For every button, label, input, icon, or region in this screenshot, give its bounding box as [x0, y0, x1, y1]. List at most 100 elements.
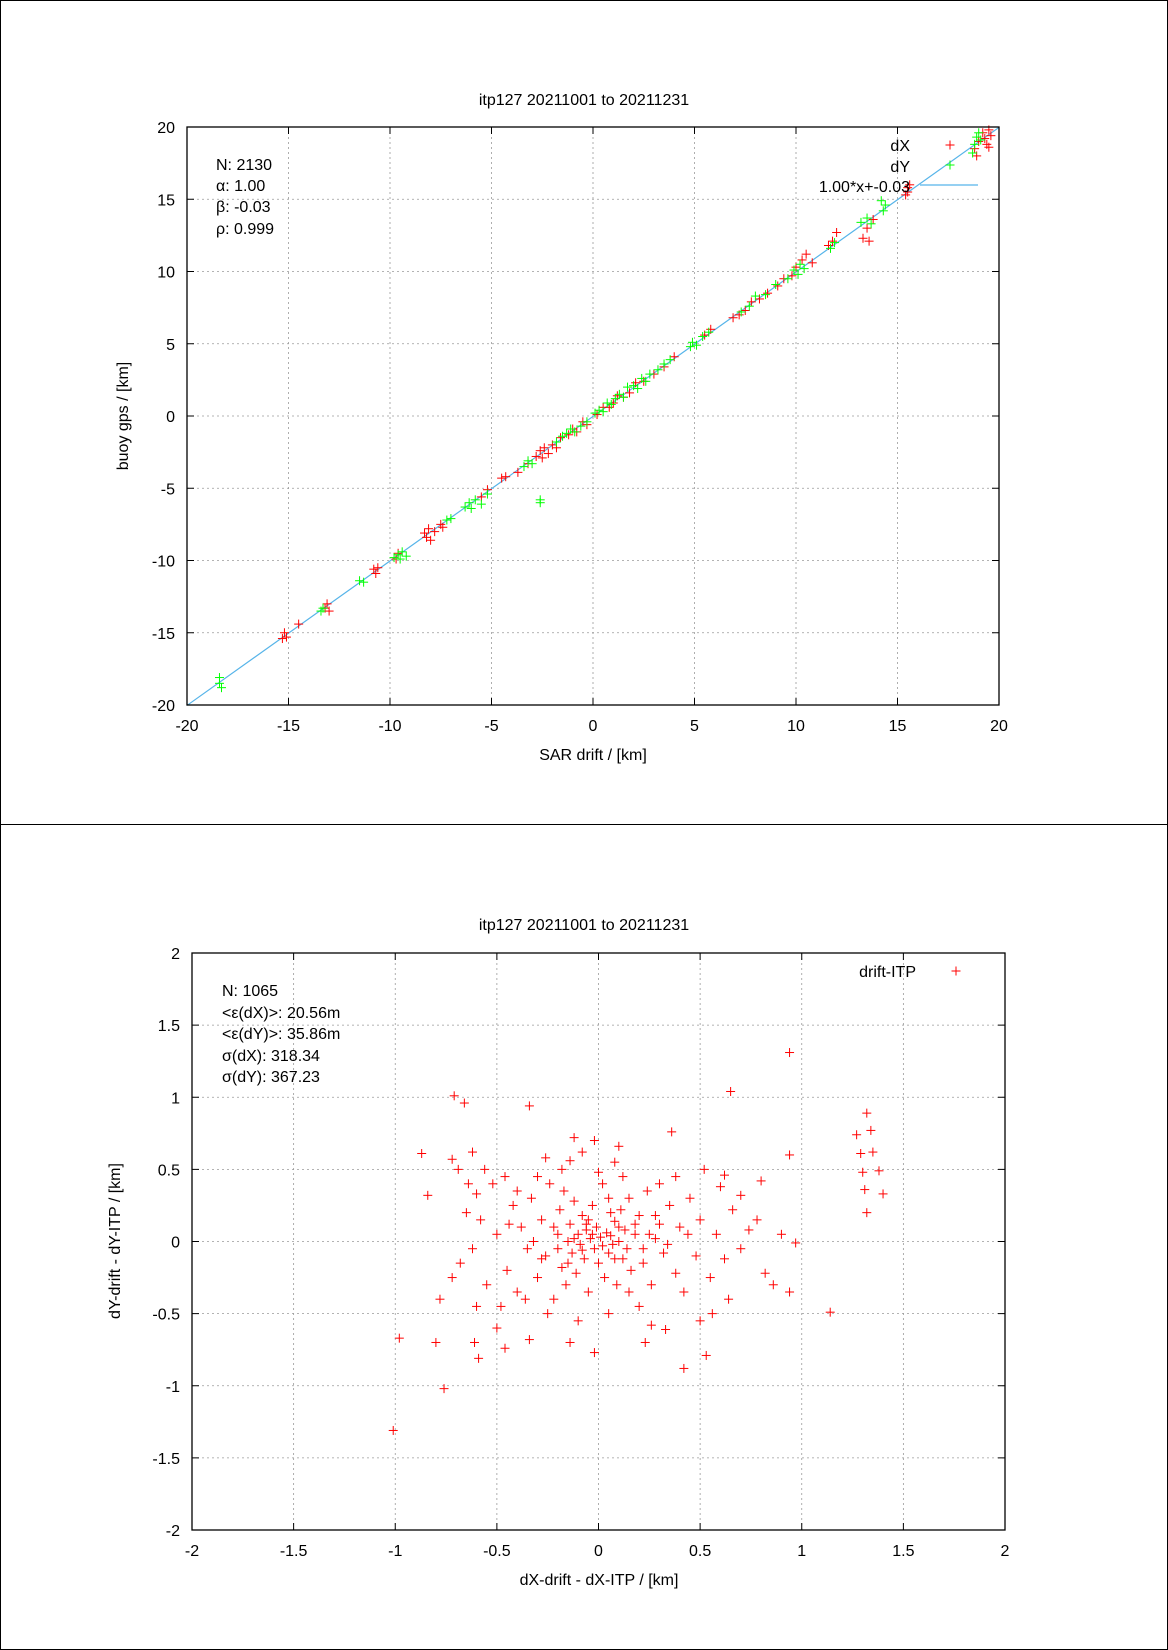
data-point	[537, 1254, 547, 1264]
data-point	[610, 394, 620, 404]
data-point	[826, 243, 836, 253]
data-point	[569, 1133, 579, 1143]
data-point	[426, 535, 436, 545]
data-point	[878, 206, 888, 216]
y-tick-label: -0.5	[152, 1307, 180, 1324]
data-point	[577, 1245, 587, 1255]
grid	[187, 127, 999, 705]
data-point	[577, 1147, 587, 1157]
data-point	[570, 427, 580, 437]
data-point	[825, 1307, 835, 1317]
data-point	[439, 1384, 449, 1394]
data-point	[905, 180, 915, 190]
y-tick-label: 5	[166, 337, 175, 354]
data-point	[512, 1287, 522, 1297]
data-point	[565, 1219, 575, 1229]
legend-symbol	[945, 140, 955, 150]
data-point	[624, 1193, 634, 1203]
axis-ticks: -20 -15 -10 -5 0 5 10 15 20 -20 -15 -10 -5 0 5 10 15 20	[152, 120, 1008, 735]
data-point	[571, 1268, 581, 1278]
data-point	[630, 1229, 640, 1239]
data-point	[679, 1363, 689, 1373]
data-point	[583, 1287, 593, 1297]
data-point	[622, 1244, 632, 1254]
legend-marker-dx	[945, 140, 955, 150]
data-point	[610, 1254, 620, 1264]
data-point	[862, 1108, 872, 1118]
data-point	[537, 1215, 547, 1225]
data-point	[866, 1125, 876, 1135]
data-point	[474, 1353, 484, 1363]
data-point	[852, 1130, 862, 1140]
data-point	[650, 1211, 660, 1221]
data-point	[618, 1172, 628, 1182]
y-axis-label: buoy gps / [km]	[115, 362, 132, 471]
data-point	[856, 217, 866, 227]
stat-sigma-dy: σ(dY): 367.23	[222, 1069, 320, 1086]
data-point	[695, 1215, 705, 1225]
data-point	[860, 1185, 870, 1195]
data-point	[277, 634, 287, 644]
data-point	[862, 223, 872, 233]
data-point	[610, 1216, 620, 1226]
data-point	[695, 1316, 705, 1326]
data-point	[698, 332, 708, 342]
y-tick-label: -20	[152, 698, 175, 715]
data-point	[626, 1265, 636, 1275]
data-point	[533, 1172, 543, 1182]
data-point	[430, 527, 440, 537]
data-point	[467, 1244, 477, 1254]
data-point	[746, 297, 756, 307]
data-point	[587, 1200, 597, 1210]
data-point	[569, 1196, 579, 1206]
data-point	[431, 1337, 441, 1347]
x-tick-label: 10	[787, 718, 805, 735]
data-point	[720, 1254, 730, 1264]
data-point	[217, 683, 227, 693]
data-point	[654, 1219, 664, 1229]
data-point	[476, 499, 486, 509]
data-point	[720, 1170, 730, 1180]
data-point	[638, 1244, 648, 1254]
data-point	[645, 369, 655, 379]
data-point	[279, 628, 289, 638]
data-point	[604, 1309, 614, 1319]
data-point	[581, 1219, 591, 1229]
data-point	[642, 1186, 652, 1196]
data-point	[616, 1205, 626, 1215]
data-point	[522, 1244, 532, 1254]
data-point	[435, 1294, 445, 1304]
data-point	[561, 1280, 571, 1290]
chart-title: itp127 20211001 to 20211231	[479, 917, 689, 934]
data-point	[401, 551, 411, 561]
data-point	[453, 1164, 463, 1174]
data-point	[968, 148, 978, 158]
data-point	[868, 214, 878, 224]
data-point	[736, 307, 746, 317]
data-point	[801, 249, 811, 259]
data-point	[671, 1268, 681, 1278]
data-point	[750, 291, 760, 301]
x-tick-label: 0.5	[689, 1543, 711, 1560]
data-point	[640, 1337, 650, 1347]
data-point	[449, 1091, 459, 1101]
x-tick-label: -1	[388, 1543, 402, 1560]
data-point	[438, 522, 448, 532]
y-axis-label: dY-drift - dY-ITP / [km]	[107, 1163, 124, 1319]
legend-label-drift-itp: drift-ITP	[859, 964, 916, 981]
data-point	[874, 1166, 884, 1176]
data-point	[596, 1232, 606, 1242]
data-point	[701, 1350, 711, 1360]
series-dx	[277, 125, 996, 644]
data-point	[322, 599, 332, 609]
data-point	[501, 472, 511, 482]
stat-rho: ρ: 0.999	[216, 221, 274, 238]
data-point	[543, 1309, 553, 1319]
stat-n: N: 2130	[216, 157, 272, 174]
data-point	[394, 1333, 404, 1343]
stat-beta: β: -0.03	[216, 199, 271, 216]
data-point	[654, 1179, 664, 1189]
chart-title: itp127 20211001 to 20211231	[479, 92, 689, 109]
data-point	[373, 563, 383, 573]
data-point	[864, 236, 874, 246]
